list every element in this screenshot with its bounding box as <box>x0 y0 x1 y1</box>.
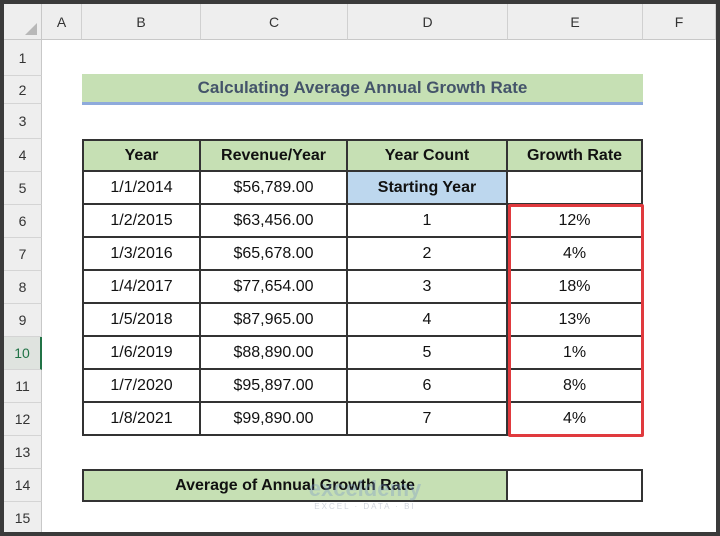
column-header-e[interactable]: E <box>508 4 643 40</box>
column-header-f[interactable]: F <box>643 4 716 40</box>
row-header-4[interactable]: 4 <box>4 139 42 172</box>
revenue-cell[interactable]: $63,456.00 <box>201 205 348 238</box>
year-cell[interactable]: 1/2/2015 <box>82 205 201 238</box>
row-header-3[interactable]: 3 <box>4 104 42 139</box>
row-header-7[interactable]: 7 <box>4 238 42 271</box>
year-count-cell[interactable]: 6 <box>348 370 508 403</box>
row-header-10[interactable]: 10 <box>4 337 42 370</box>
row-header-13[interactable]: 13 <box>4 436 42 469</box>
spreadsheet-grid: A B C D E F 1 2 3 4 5 6 7 8 9 10 11 12 13 14 15 Calculating A… <box>4 4 716 532</box>
year-cell[interactable]: 1/4/2017 <box>82 271 201 304</box>
sheet-title[interactable]: Calculating Average Annual Growth Rate <box>82 74 643 105</box>
average-value-cell[interactable] <box>508 469 643 502</box>
year-cell[interactable]: 1/1/2014 <box>82 172 201 205</box>
growth-rate-highlight <box>508 204 644 437</box>
average-label[interactable]: Average of Annual Growth Rate <box>82 469 508 502</box>
row-header-8[interactable]: 8 <box>4 271 42 304</box>
year-cell[interactable]: 1/5/2018 <box>82 304 201 337</box>
year-count-cell[interactable]: Starting Year <box>348 172 508 205</box>
row-header-6[interactable]: 6 <box>4 205 42 238</box>
row-header-5[interactable]: 5 <box>4 172 42 205</box>
year-count-cell[interactable]: 3 <box>348 271 508 304</box>
header-year-count[interactable]: Year Count <box>348 139 508 172</box>
watermark-tagline: EXCEL · DATA · BI <box>314 502 416 511</box>
growth-rate-cell[interactable] <box>508 172 643 205</box>
row-header-1[interactable]: 1 <box>4 40 42 76</box>
revenue-cell[interactable]: $87,965.00 <box>201 304 348 337</box>
header-year[interactable]: Year <box>82 139 201 172</box>
column-header-a[interactable]: A <box>42 4 82 40</box>
year-cell[interactable]: 1/6/2019 <box>82 337 201 370</box>
revenue-cell[interactable]: $56,789.00 <box>201 172 348 205</box>
year-cell[interactable]: 1/3/2016 <box>82 238 201 271</box>
year-count-cell[interactable]: 5 <box>348 337 508 370</box>
year-count-cell[interactable]: 1 <box>348 205 508 238</box>
row-header-14[interactable]: 14 <box>4 469 42 502</box>
header-revenue[interactable]: Revenue/Year <box>201 139 348 172</box>
row-header-9[interactable]: 9 <box>4 304 42 337</box>
header-growth-rate[interactable]: Growth Rate <box>508 139 643 172</box>
revenue-cell[interactable]: $65,678.00 <box>201 238 348 271</box>
column-header-b[interactable]: B <box>82 4 201 40</box>
revenue-cell[interactable]: $88,890.00 <box>201 337 348 370</box>
year-cell[interactable]: 1/8/2021 <box>82 403 201 436</box>
revenue-cell[interactable]: $99,890.00 <box>201 403 348 436</box>
year-count-cell[interactable]: 4 <box>348 304 508 337</box>
revenue-cell[interactable]: $77,654.00 <box>201 271 348 304</box>
row-header-12[interactable]: 12 <box>4 403 42 436</box>
row-header-15[interactable]: 15 <box>4 502 42 532</box>
column-header-c[interactable]: C <box>201 4 348 40</box>
year-count-cell[interactable]: 2 <box>348 238 508 271</box>
year-count-cell[interactable]: 7 <box>348 403 508 436</box>
row-header-2[interactable]: 2 <box>4 76 42 104</box>
row-header-11[interactable]: 11 <box>4 370 42 403</box>
select-all-corner[interactable] <box>4 4 42 40</box>
revenue-cell[interactable]: $95,897.00 <box>201 370 348 403</box>
column-header-d[interactable]: D <box>348 4 508 40</box>
year-cell[interactable]: 1/7/2020 <box>82 370 201 403</box>
